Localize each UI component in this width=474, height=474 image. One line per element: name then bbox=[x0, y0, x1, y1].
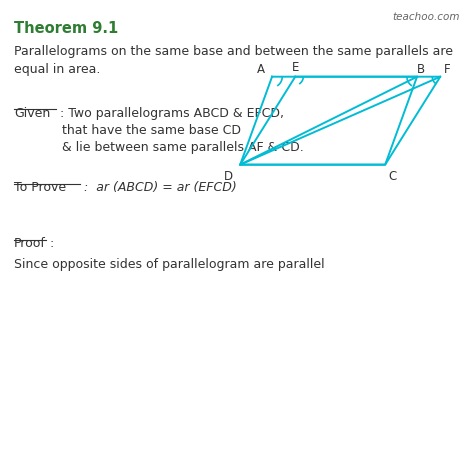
Text: D: D bbox=[224, 170, 233, 183]
Text: B: B bbox=[417, 63, 426, 76]
Text: : Two parallelograms ABCD & EFCD,: : Two parallelograms ABCD & EFCD, bbox=[56, 107, 284, 119]
Text: Given: Given bbox=[14, 107, 50, 119]
Text: Theorem 9.1: Theorem 9.1 bbox=[14, 21, 118, 36]
Text: A: A bbox=[256, 63, 264, 76]
Text: :: : bbox=[46, 237, 55, 250]
Text: C: C bbox=[388, 170, 397, 183]
Text: & lie between same parallels AF & CD.: & lie between same parallels AF & CD. bbox=[62, 141, 303, 154]
Text: :  ar (ABCD) = ar (EFCD): : ar (ABCD) = ar (EFCD) bbox=[80, 181, 237, 194]
Text: To Prove: To Prove bbox=[14, 181, 66, 194]
Text: that have the same base CD: that have the same base CD bbox=[62, 124, 241, 137]
Text: equal in area.: equal in area. bbox=[14, 63, 100, 75]
Text: F: F bbox=[444, 63, 451, 76]
Text: E: E bbox=[292, 61, 299, 74]
Text: Parallelograms on the same base and between the same parallels are: Parallelograms on the same base and betw… bbox=[14, 45, 453, 58]
Text: teachoo.com: teachoo.com bbox=[392, 12, 460, 22]
Text: Since opposite sides of parallelogram are parallel: Since opposite sides of parallelogram ar… bbox=[14, 258, 325, 271]
Text: Proof: Proof bbox=[14, 237, 46, 250]
